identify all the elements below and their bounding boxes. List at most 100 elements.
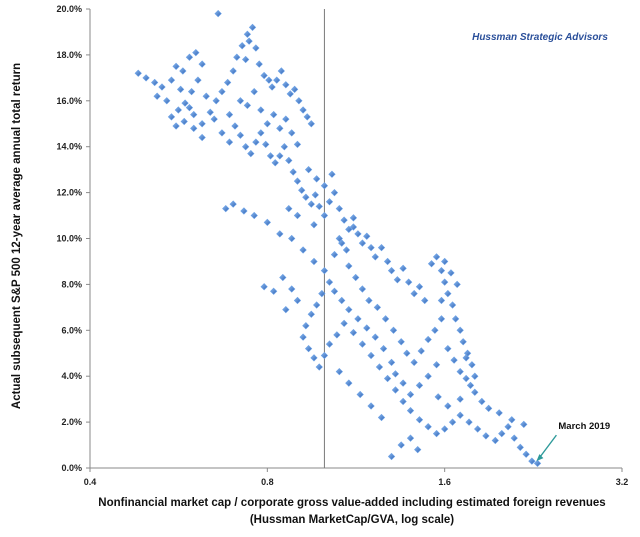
scatter-point [421,296,429,305]
scatter-point [335,367,343,376]
scatter-point [279,273,287,282]
scatter-point [397,338,405,346]
scatter-point [214,9,222,18]
scatter-point [320,267,329,275]
scatter-point [410,358,418,367]
scatter-point [349,214,358,222]
scatter-point [444,402,452,410]
scatter-point [354,315,362,323]
scatter-point [415,283,424,291]
scatter-point [198,120,206,128]
scatter-point [528,457,536,465]
scatter-point [293,140,302,149]
scatter-point [358,239,367,247]
scatter-point [367,402,375,410]
scatter-point [371,333,379,341]
scatter-point [299,106,307,114]
scatter-point [260,283,268,291]
scatter-point [387,267,396,275]
scatter-point [318,289,326,298]
scatter-point [399,264,407,272]
scatter-point [354,230,362,238]
scatter-point [194,76,202,84]
annotation-arrow [537,434,557,460]
scatter-point [293,296,302,305]
scatter-point [250,87,258,96]
scatter-point [265,76,273,84]
scatter-point [310,221,318,229]
scatter-point [406,434,415,442]
scatter-point [266,152,275,160]
scatter-point [293,177,302,185]
scatter-point [288,285,296,293]
scatter-point [456,395,464,403]
annotation-arrowhead [536,454,544,462]
scatter-point [462,354,470,362]
scatter-point [282,306,290,314]
scatter-point [522,450,530,458]
scatter-point [427,260,436,268]
scatter-point [447,269,455,277]
scatter-point [185,104,194,112]
scatter-point [295,97,303,105]
scatter-point [393,276,402,284]
scatter-point [415,416,424,424]
scatter-point [365,296,373,305]
scatter-point [313,175,321,183]
scatter-point [491,436,499,445]
x-tick-label: 1.6 [438,477,451,487]
scatter-point [252,44,260,52]
scatter-point [286,90,294,98]
scatter-point [363,324,371,332]
scatter-point [389,326,398,334]
scatter-point [345,306,353,314]
scatter-point [236,131,245,139]
scatter-point [441,278,449,286]
scatter-point [431,326,439,334]
scatter-point [218,129,226,137]
scatter-point [424,335,432,344]
scatter-point [450,356,458,364]
scatter-point [456,367,464,376]
scatter-point [391,386,400,394]
scatter-point [441,257,449,266]
scatter-point [206,108,214,116]
scatter-point [236,97,245,105]
scatter-point [403,349,411,357]
scatter-point [459,338,467,346]
scatter-point [225,110,234,119]
scatter-point [174,106,182,114]
scatter-point [373,303,382,311]
scatter-point [377,413,386,422]
scatter-point [180,117,188,126]
y-tick-label: 10.0% [56,234,82,244]
scatter-point [345,225,353,233]
scatter-point [218,87,226,96]
scatter-point [448,301,457,309]
scatter-point [338,239,346,247]
scatter-point [307,120,315,128]
scatter-point [478,397,486,406]
scatter-point [311,191,319,199]
scatter-point [432,253,441,261]
scatter-point [340,216,348,224]
scatter-point [290,85,299,93]
scatter-point [453,280,461,289]
scatter-point [252,138,260,146]
scatter-point [387,358,396,367]
scatter-point [330,188,339,197]
scatter-point [533,459,542,468]
scatter-point [510,434,518,442]
scatter-point [471,372,479,380]
y-tick-label: 6.0% [61,325,82,335]
scatter-point [280,143,288,151]
scatter-point [263,120,271,128]
scatter-point [257,106,265,114]
x-axis-label-line2: (Hussman MarketCap/GVA, log scale) [250,514,454,526]
scatter-point [310,257,318,266]
scatter-point [255,60,263,68]
scatter-point [202,92,210,100]
scatter-point [276,124,284,132]
scatter-point [167,76,176,84]
scatter-point [328,170,336,178]
